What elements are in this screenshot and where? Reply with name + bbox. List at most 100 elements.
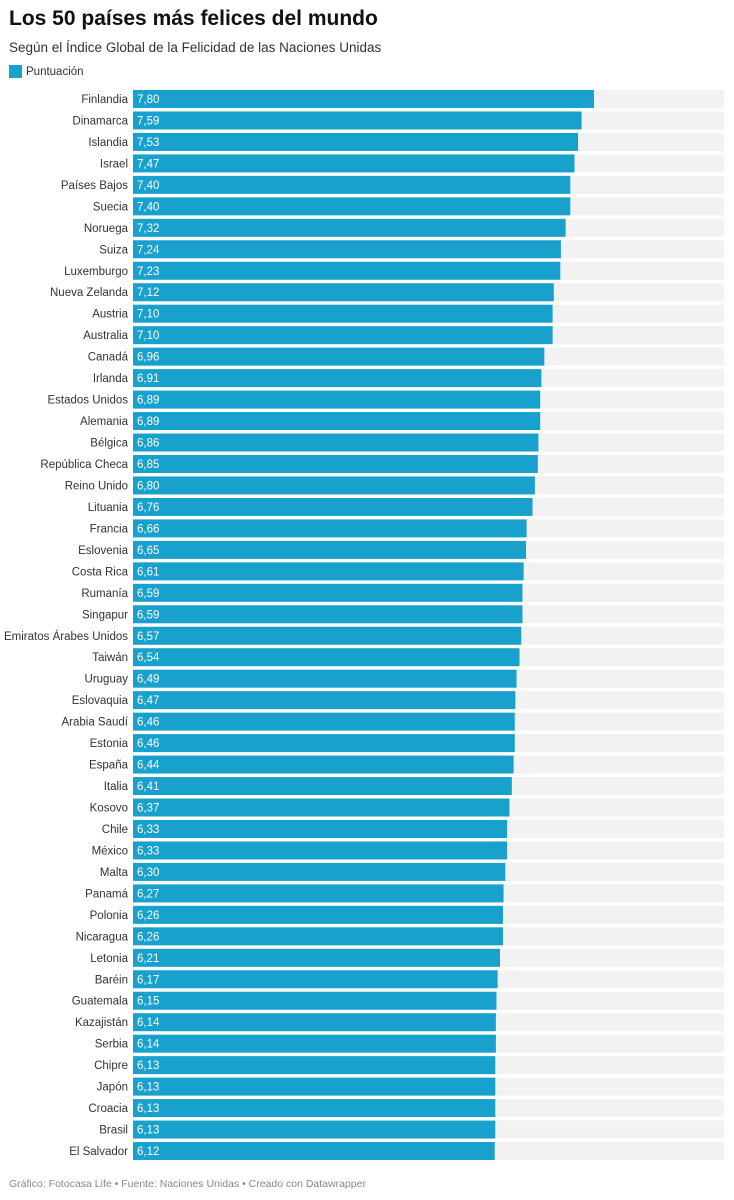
bar	[133, 283, 554, 302]
data-label: 6,91	[137, 373, 159, 385]
data-label: 6,85	[137, 459, 159, 471]
category-label: Costa Rica	[72, 566, 129, 578]
data-label: 6,33	[137, 824, 159, 836]
bar	[133, 669, 517, 688]
bar	[133, 1099, 496, 1118]
category-label: Reino Unido	[65, 480, 128, 492]
bar	[133, 1056, 496, 1075]
bar	[133, 90, 594, 108]
category-label: Irlanda	[93, 373, 129, 385]
data-label: 6,76	[137, 502, 159, 514]
data-label: 6,41	[137, 781, 159, 793]
data-label: 6,13	[137, 1082, 159, 1094]
legend-swatch	[9, 65, 22, 78]
category-label: Malta	[100, 867, 129, 879]
data-label: 7,53	[137, 137, 159, 149]
data-label: 7,10	[137, 330, 159, 342]
category-label: República Checa	[40, 459, 128, 471]
data-label: 6,21	[137, 953, 159, 965]
bar	[133, 218, 566, 237]
data-label: 6,89	[137, 395, 159, 407]
bar	[133, 905, 503, 924]
category-label: Canadá	[88, 352, 129, 364]
bar	[133, 884, 504, 903]
bar	[133, 412, 541, 431]
data-label: 6,57	[137, 631, 159, 643]
data-label: 7,32	[137, 223, 159, 235]
bar	[133, 1142, 495, 1161]
category-label: Italia	[104, 781, 129, 793]
bar	[133, 841, 508, 860]
bar	[133, 583, 523, 602]
category-label: Bélgica	[90, 438, 128, 450]
data-label: 6,66	[137, 523, 159, 535]
bar	[133, 1077, 496, 1096]
data-label: 6,96	[137, 352, 159, 364]
data-label: 6,27	[137, 888, 159, 900]
data-label: 7,12	[137, 287, 159, 299]
category-label: Nicaragua	[76, 931, 129, 943]
bar	[133, 540, 527, 559]
category-label: Países Bajos	[61, 180, 128, 192]
bar	[133, 261, 561, 280]
category-label: Arabia Saudí	[62, 717, 129, 729]
bar	[133, 240, 561, 259]
data-label: 7,40	[137, 180, 159, 192]
data-label: 6,15	[137, 996, 159, 1008]
data-label: 6,46	[137, 717, 159, 729]
category-label: Panamá	[85, 888, 128, 900]
bar	[133, 562, 524, 581]
data-label: 6,17	[137, 974, 159, 986]
data-label: 7,24	[137, 244, 160, 256]
category-label: Brasil	[99, 1125, 128, 1137]
category-label: Chile	[102, 824, 128, 836]
data-label: 6,37	[137, 803, 159, 815]
bar	[133, 454, 538, 473]
category-label: Dinamarca	[72, 115, 128, 127]
bar	[133, 1013, 496, 1032]
bar	[133, 476, 535, 495]
category-label: Austria	[92, 309, 128, 321]
bar-chart: Finlandia 7,80 Dinamarca 7,59 Islandia 7,53 Is…	[4, 90, 724, 1161]
bar	[133, 798, 510, 817]
category-label: Israel	[100, 158, 128, 170]
chart-title: Los 50 países más felices del mundo	[9, 7, 378, 30]
bar	[133, 948, 501, 967]
data-label: 6,49	[137, 674, 159, 686]
data-label: 6,13	[137, 1125, 159, 1137]
category-label: Japón	[97, 1082, 128, 1094]
data-label: 6,14	[137, 1039, 160, 1051]
category-label: Eslovenia	[78, 545, 128, 557]
category-label: Estados Unidos	[47, 395, 128, 407]
data-label: 6,12	[137, 1146, 159, 1158]
category-label: Islandia	[88, 137, 128, 149]
chart-subtitle: Según el Índice Global de la Felicidad d…	[9, 40, 382, 55]
category-label: Francia	[90, 523, 129, 535]
bar	[133, 154, 575, 173]
data-label: 6,89	[137, 416, 159, 428]
data-label: 6,65	[137, 545, 159, 557]
bar	[133, 369, 542, 388]
bar	[133, 1034, 496, 1053]
data-label: 6,13	[137, 1060, 159, 1072]
data-label: 7,40	[137, 201, 159, 213]
bar	[133, 712, 515, 731]
data-label: 7,47	[137, 158, 159, 170]
category-label: Emiratos Árabes Unidos	[4, 630, 128, 643]
category-label: México	[92, 845, 128, 857]
category-label: Australia	[83, 330, 128, 342]
category-label: Lituania	[88, 502, 129, 514]
category-label: Singapur	[82, 609, 128, 621]
bar	[133, 347, 545, 366]
category-label: Rumanía	[81, 588, 128, 600]
category-label: Finlandia	[81, 94, 128, 106]
category-label: Kazajistán	[75, 1017, 128, 1029]
data-label: 6,44	[137, 760, 160, 772]
bar	[133, 132, 579, 151]
category-label: Estonia	[90, 738, 129, 750]
bar	[133, 862, 506, 881]
category-label: Nueva Zelanda	[50, 287, 129, 299]
bar	[133, 819, 508, 838]
bar	[133, 304, 553, 323]
bar	[133, 390, 541, 409]
